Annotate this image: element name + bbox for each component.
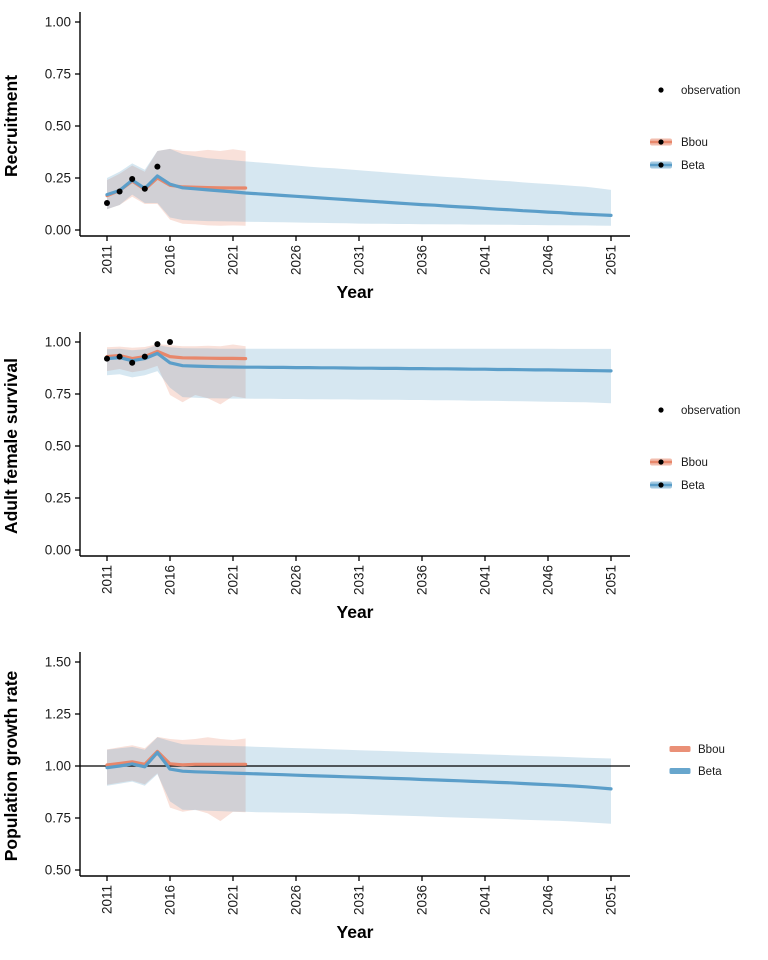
x-axis-title: Year	[337, 282, 374, 302]
legend-label: observation	[681, 85, 740, 97]
observation-point	[141, 353, 148, 360]
x-tick-label: 2021	[226, 565, 241, 595]
x-tick-label: 2051	[604, 245, 619, 275]
observation-point	[154, 341, 161, 348]
x-tick-label: 2016	[163, 565, 178, 595]
observation-point	[129, 359, 136, 366]
legend-observation-key	[658, 87, 664, 93]
bbou-line	[105, 349, 248, 361]
y-axis-title: Recruitment	[1, 75, 21, 177]
y-tick-label: 0.75	[45, 387, 71, 402]
y-axis-title: Population growth rate	[1, 670, 21, 861]
x-tick-label: 2041	[478, 245, 493, 275]
legend-label: observation	[681, 405, 740, 417]
x-tick-label: 2046	[541, 885, 556, 915]
y-axis-title: Adult female survival	[1, 358, 21, 534]
legend-label: Bbou	[698, 744, 725, 756]
legend-bbou-ribbon-key	[669, 746, 691, 752]
y-tick-label: 0.50	[45, 863, 71, 878]
x-tick-label: 2031	[352, 245, 367, 275]
y-tick-label: 1.50	[45, 655, 71, 670]
y-tick-label: 1.00	[45, 335, 71, 350]
beta-line	[105, 174, 613, 217]
adult-female-survival-chart: 0.00 0.25 0.50 0.75 1.00 2011 2016 2021 2026 2031…	[1, 332, 740, 622]
x-tick-label: 2041	[478, 565, 493, 595]
x-tick-label: 2051	[604, 885, 619, 915]
y-tick-label: 0.75	[45, 67, 71, 82]
legend-label: Bbou	[681, 457, 708, 469]
x-tick-label: 2026	[289, 885, 304, 915]
legend-observation-key	[658, 407, 664, 413]
x-tick-label: 2036	[415, 565, 430, 595]
x-tick-label: 2021	[226, 885, 241, 915]
x-tick-label: 2016	[163, 245, 178, 275]
observation-point	[167, 339, 173, 345]
observation-point	[141, 185, 148, 192]
y-tick-label: 0.25	[45, 171, 71, 186]
beta-ribbon	[107, 737, 611, 824]
legend-label: Beta	[681, 480, 705, 492]
legend-label: Beta	[681, 160, 705, 172]
legend-beta-ribbon-key	[669, 768, 691, 774]
x-tick-label: 2011	[100, 565, 115, 594]
y-tick-label: 0.00	[45, 223, 71, 238]
x-tick-label: 2011	[100, 885, 115, 914]
y-tick-label: 0.75	[45, 811, 71, 826]
x-tick-label: 2026	[289, 245, 304, 275]
bbou-line	[105, 749, 248, 767]
beta-line	[105, 351, 613, 373]
beta-line	[105, 750, 613, 791]
legend-beta-point-key	[658, 162, 664, 168]
x-axis-title: Year	[337, 922, 374, 942]
observation-point	[129, 176, 136, 182]
x-tick-label: 2031	[352, 565, 367, 595]
x-tick-label: 2026	[289, 565, 304, 595]
legend-label: Bbou	[681, 137, 708, 149]
y-tick-label: 0.25	[45, 491, 71, 506]
y-tick-label: 0.50	[45, 439, 71, 454]
population-growth-rate-chart: 0.50 0.75 1.00 1.25 1.50 2011 2016 2021 2026 2031…	[1, 652, 725, 942]
x-tick-label: 2016	[163, 885, 178, 915]
legend-bbou-point-key	[658, 139, 664, 145]
legend-bbou-point-key	[658, 459, 664, 465]
observation-point	[116, 188, 123, 195]
x-axis-title: Year	[337, 602, 374, 622]
x-tick-label: 2051	[604, 565, 619, 595]
y-tick-label: 1.00	[45, 15, 71, 30]
recruitment-chart: 0.00 0.25 0.50 0.75 1.00 2011 2016 2021 2026 2031…	[1, 12, 740, 302]
beta-ribbon	[107, 345, 611, 404]
y-tick-label: 0.50	[45, 119, 71, 134]
observation-point	[116, 353, 123, 360]
x-tick-label: 2041	[478, 885, 493, 915]
x-tick-label: 2011	[100, 245, 115, 274]
bbou-ribbon	[107, 736, 246, 822]
x-tick-label: 2036	[415, 885, 430, 915]
legend-beta-point-key	[658, 482, 664, 488]
y-tick-label: 1.00	[45, 759, 71, 774]
x-tick-label: 2046	[541, 245, 556, 275]
x-tick-label: 2031	[352, 885, 367, 915]
observation-point	[104, 200, 110, 206]
x-tick-label: 2046	[541, 565, 556, 595]
observation-point	[154, 163, 161, 170]
y-tick-label: 0.00	[45, 543, 71, 558]
y-tick-label: 1.25	[45, 707, 71, 722]
beta-ribbon	[107, 148, 611, 226]
observation-point	[104, 355, 110, 362]
legend-label: Beta	[698, 766, 722, 778]
x-tick-label: 2036	[415, 245, 430, 275]
x-tick-label: 2021	[226, 245, 241, 275]
